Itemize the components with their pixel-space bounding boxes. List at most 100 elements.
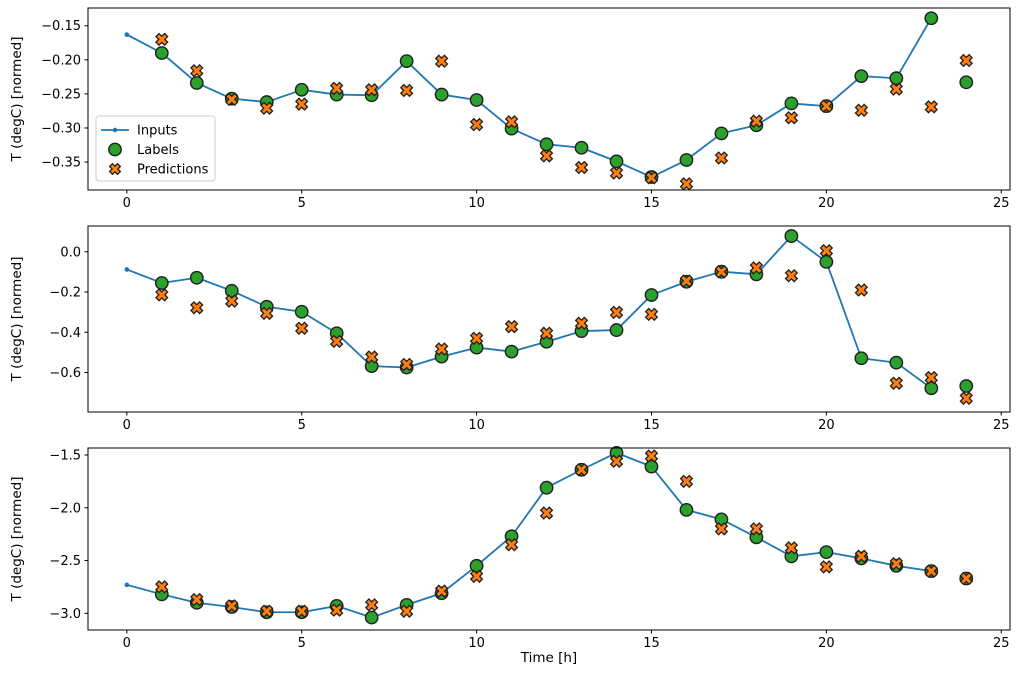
prediction-x-marker — [469, 569, 484, 584]
prediction-x-marker — [259, 306, 274, 321]
prediction-x-marker — [924, 370, 939, 385]
label-circle-marker — [854, 351, 869, 366]
y-tick-label: −2.5 — [49, 554, 81, 569]
prediction-x-marker — [539, 506, 554, 520]
y-tick-label: −0.4 — [49, 326, 81, 341]
prediction-x-marker — [819, 560, 834, 574]
prediction-x-marker — [784, 541, 799, 555]
x-tick-label: 15 — [643, 418, 660, 433]
label-circle-marker — [469, 558, 484, 573]
subplot-1: 0 5 10 15 20 25 −0.15 −0.20 −0.25 −0.30 −0.35 T (de… — [9, 7, 1011, 211]
label-circle-marker — [644, 288, 659, 302]
subplot-2: 0 5 10 15 20 25 0.0 −0.2 −0.4 −0.6 T (degC) [norme… — [9, 225, 1011, 433]
prediction-x-marker — [190, 592, 204, 607]
y-tick-label: −2.0 — [49, 501, 81, 516]
prediction-x-marker — [714, 522, 729, 536]
axes-frame — [87, 225, 1011, 413]
x-tick-label: 0 — [123, 196, 131, 211]
legend-item-predictions: Predictions — [108, 163, 209, 178]
label-circle-marker — [154, 276, 169, 290]
prediction-x-marker — [469, 117, 484, 132]
label-circle-marker — [469, 93, 484, 107]
label-circle-marker — [154, 46, 169, 60]
y-axis-label: T (degC) [normed] — [9, 37, 25, 163]
x-tick-label: 25 — [993, 196, 1010, 211]
y-tick-label: −3.0 — [49, 607, 81, 622]
prediction-x-marker — [574, 316, 589, 330]
y-tick-label: −0.2 — [49, 286, 81, 301]
prediction-x-marker — [155, 288, 169, 302]
x-tick-label: 25 — [993, 636, 1010, 651]
label-circle-marker — [224, 283, 239, 298]
x-tick-label: 5 — [298, 636, 306, 651]
prediction-x-marker — [959, 571, 974, 586]
label-circle-marker — [819, 254, 834, 269]
prediction-x-marker — [434, 342, 449, 356]
legend-inputs-label: Inputs — [137, 124, 178, 139]
prediction-x-marker — [329, 81, 344, 96]
legend-inputs-dot-sample — [112, 127, 118, 133]
x-tick-label: 15 — [643, 196, 660, 211]
x-tick-label: 0 — [123, 636, 131, 651]
prediction-x-marker — [504, 537, 519, 552]
x-tick-label: 15 — [643, 636, 660, 651]
prediction-x-marker — [574, 462, 589, 477]
prediction-x-marker — [749, 261, 764, 275]
label-circle-marker — [924, 11, 939, 26]
prediction-x-marker — [224, 92, 239, 107]
label-circle-marker — [679, 153, 694, 167]
x-tick-label: 20 — [818, 196, 835, 211]
label-circle-marker — [609, 154, 624, 169]
axes-frame — [87, 7, 1011, 191]
label-circle-marker — [854, 69, 869, 84]
prediction-x-marker — [224, 599, 239, 613]
prediction-x-marker — [364, 598, 379, 612]
label-circle-marker — [294, 304, 309, 319]
prediction-x-marker — [294, 97, 309, 111]
label-circle-marker — [819, 545, 834, 559]
prediction-x-marker — [889, 556, 904, 571]
y-tick-label: −0.6 — [49, 366, 81, 381]
y-tick-label: 0.0 — [60, 245, 81, 260]
y-axis-label: T (degC) [normed] — [9, 257, 25, 383]
prediction-x-marker — [819, 244, 834, 258]
prediction-x-marker — [959, 53, 974, 68]
input-dot-marker — [124, 32, 130, 37]
y-tick-label: −1.5 — [49, 448, 81, 463]
label-circle-marker — [539, 137, 554, 152]
y-axis: −1.5 −2.0 −2.5 −3.0 — [49, 448, 88, 622]
prediction-x-marker — [784, 268, 799, 283]
prediction-x-marker — [434, 584, 449, 598]
predictions-scatter-series — [155, 449, 974, 618]
x-tick-label: 5 — [298, 418, 306, 433]
prediction-x-marker — [959, 391, 974, 406]
input-dot-marker — [124, 267, 130, 272]
prediction-x-marker — [294, 321, 309, 336]
legend: Inputs Labels Predictions — [95, 115, 216, 182]
x-tick-label: 10 — [468, 418, 485, 433]
prediction-x-marker — [854, 103, 869, 117]
prediction-x-marker — [329, 334, 344, 349]
label-circle-marker — [784, 229, 799, 243]
label-circle-marker — [504, 344, 519, 359]
label-circle-marker — [959, 379, 974, 393]
prediction-x-marker — [434, 54, 449, 68]
prediction-x-marker — [644, 449, 659, 463]
prediction-x-marker — [155, 580, 169, 594]
y-tick-label: −0.30 — [41, 121, 81, 136]
prediction-x-marker — [399, 83, 414, 98]
prediction-x-marker — [539, 326, 554, 341]
y-tick-label: −0.20 — [41, 53, 81, 68]
x-tick-label: 10 — [468, 196, 485, 211]
prediction-x-marker — [190, 63, 204, 78]
legend-box — [95, 115, 216, 182]
prediction-x-marker — [399, 357, 414, 372]
y-tick-label: −0.35 — [41, 156, 81, 171]
label-circle-marker — [609, 323, 624, 337]
prediction-x-marker — [854, 549, 869, 564]
legend-predictions-label: Predictions — [137, 163, 209, 178]
y-axis-label: T (degC) [normed] — [9, 477, 25, 603]
predictions-scatter-series — [155, 244, 974, 406]
